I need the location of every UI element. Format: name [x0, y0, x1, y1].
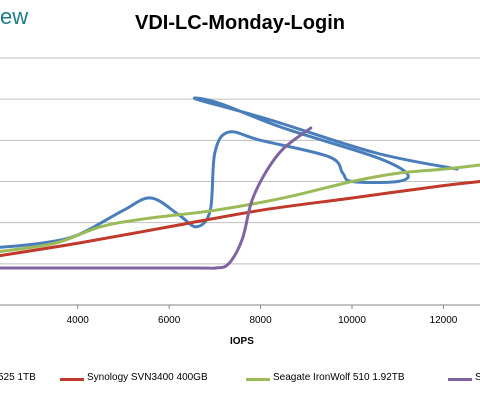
x-axis-label: IOPS — [230, 336, 254, 347]
legend-entry: 525 1TB — [0, 372, 36, 383]
series-line-1 — [0, 96, 459, 249]
x-tick-label: 8000 — [249, 315, 272, 326]
legend-swatch — [246, 378, 270, 381]
legend-swatch — [60, 378, 84, 381]
x-tick-label: 10000 — [338, 315, 366, 326]
x-tick-label: 6000 — [158, 315, 181, 326]
series-line-4 — [0, 126, 313, 270]
x-tick-label: 12000 — [430, 315, 458, 326]
legend: 525 1TB Synology SVN3400 400GB Seagate Iro… — [0, 372, 480, 388]
chart-title: VDI-LC-Monday-Login — [135, 12, 345, 34]
series-line-2 — [0, 180, 480, 258]
legend-entry: Synology SVN3400 400GB — [87, 372, 208, 383]
legend-entry: Seagate IronWolf 510 1.92TB — [273, 372, 405, 383]
legend-entry: S — [475, 372, 480, 383]
brand-logo-text: ew — [0, 4, 29, 29]
legend-swatch — [448, 378, 472, 381]
x-tick-label: 4000 — [67, 315, 90, 326]
